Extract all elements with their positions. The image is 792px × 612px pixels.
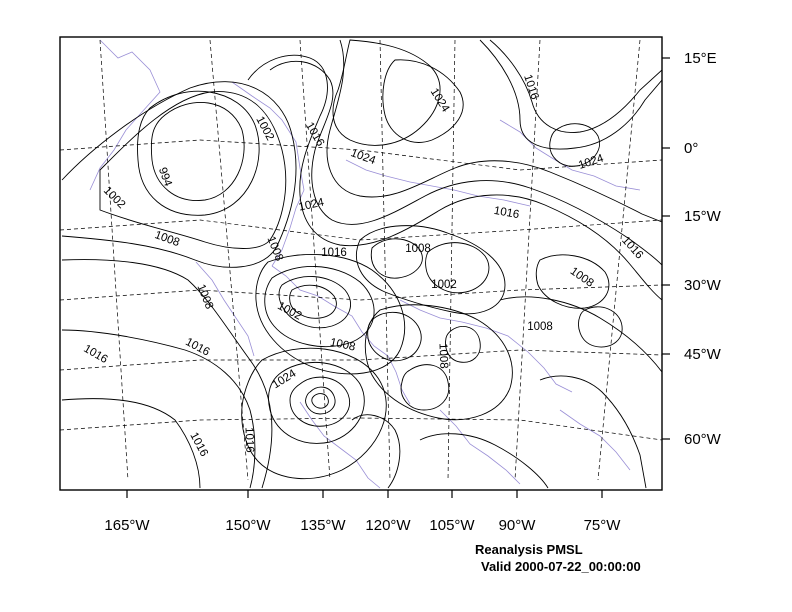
lat-label: 45°W (684, 346, 722, 363)
lon-label: 165°W (104, 517, 150, 534)
lon-label: 75°W (584, 517, 622, 534)
lat-label: 15°E (684, 50, 717, 67)
lon-label: 150°W (225, 517, 271, 534)
isobar-contours (61, 39, 662, 489)
lon-tick-labels: 165°W 150°W 135°W 120°W 105°W 90°W 75°W (104, 517, 621, 534)
axis-ticks (126, 57, 670, 498)
contour-label: 1024 (577, 152, 606, 172)
contour-label: 1016 (81, 343, 109, 366)
lat-label: 60°W (684, 431, 722, 448)
contour-label: 1008 (329, 337, 357, 354)
contour-label: 1024 (298, 196, 326, 213)
contour-label: 1002 (253, 114, 276, 142)
contour-label: 1016 (187, 430, 210, 458)
valid-time: Valid 2000-07-22_00:00:00 (481, 559, 641, 574)
lon-label: 135°W (300, 517, 346, 534)
contour-label: 1016 (243, 427, 256, 453)
contour-label: 1002 (431, 279, 457, 291)
lon-label: 105°W (429, 517, 475, 534)
contour-label: 1016 (619, 234, 645, 261)
contour-label: 1008 (568, 265, 596, 290)
lat-label: 30°W (684, 277, 722, 294)
lat-tick-labels: 15°E 0° 15°W 30°W 45°W 60°W (684, 50, 722, 448)
contour-label: 1016 (493, 205, 520, 221)
contour-label: 1024 (349, 147, 378, 167)
contour-label: 1024 (428, 86, 452, 115)
plot-frame (59, 36, 663, 491)
contour-label: 1008 (194, 283, 215, 311)
contour-label: 1008 (153, 229, 181, 249)
lat-label: 15°W (684, 208, 722, 225)
contour-label: 1008 (264, 235, 285, 263)
map-title: Reanalysis PMSL (475, 542, 583, 557)
contour-label: 1008 (405, 243, 431, 255)
lon-label: 90°W (499, 517, 537, 534)
contour-label: 1008 (437, 343, 450, 369)
contour-label: 1008 (527, 321, 553, 333)
contour-label: 1002 (101, 185, 128, 212)
contour-label: 1024 (270, 367, 299, 391)
lat-label: 0° (684, 140, 698, 157)
contour-label: 994 (156, 166, 174, 189)
contour-label: 1002 (275, 300, 303, 323)
contour-label: 1016 (321, 247, 347, 259)
lon-label: 120°W (365, 517, 411, 534)
graticule (60, 39, 662, 481)
